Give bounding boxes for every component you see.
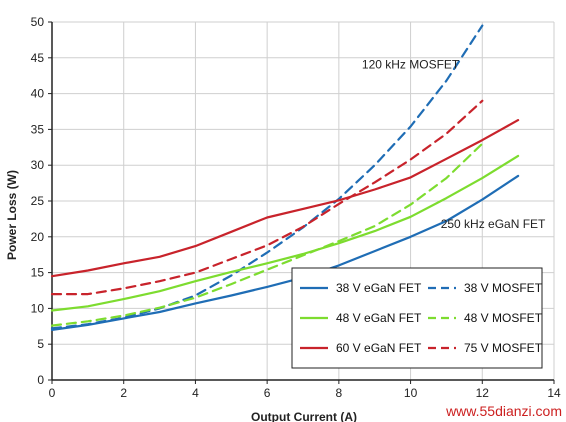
watermark: www.55dianzi.com <box>445 403 562 419</box>
series-line-60-v-egan-fet <box>50 118 520 278</box>
y-tick-label: 50 <box>31 15 45 29</box>
legend-label: 60 V eGaN FET <box>336 341 422 355</box>
series-line-38-v-egan-fet <box>50 174 520 331</box>
y-axis-title: Power Loss (W) <box>5 170 19 260</box>
legend-box <box>291 267 543 369</box>
y-tick-label: 5 <box>37 337 44 351</box>
x-tick-label: 14 <box>547 386 561 400</box>
y-tick-label: 25 <box>31 194 45 208</box>
y-tick-label: 15 <box>31 266 45 280</box>
y-tick-label: 20 <box>31 230 45 244</box>
series-line-38-v-mosfet <box>50 24 484 330</box>
annotation-label: 120 kHz MOSFET <box>362 58 460 72</box>
x-tick-label: 4 <box>192 386 199 400</box>
annotations: 120 kHz MOSFET 250 kHz eGaN FET <box>362 58 546 232</box>
x-tick-label: 8 <box>336 386 343 400</box>
legend-label: 38 V MOSFET <box>464 281 543 295</box>
legend-label: 48 V MOSFET <box>464 311 543 325</box>
x-tick-label: 10 <box>404 386 418 400</box>
series-lines <box>50 24 520 331</box>
series-line-48-v-mosfet <box>50 142 484 327</box>
legend: 38 V eGaN FET 38 V MOSFET 48 V eGaN FET 48 … <box>291 267 543 369</box>
y-tick-label: 35 <box>31 122 45 136</box>
tick-labels: 0 2 4 6 8 10 12 14 0 5 10 15 20 25 30 35 40 45 50 <box>31 15 561 400</box>
y-tick-label: 40 <box>31 87 45 101</box>
x-tick-label: 0 <box>49 386 56 400</box>
series-line-75-v-mosfet <box>50 99 484 296</box>
legend-label: 48 V eGaN FET <box>336 311 422 325</box>
y-tick-label: 30 <box>31 158 45 172</box>
y-tick-label: 10 <box>31 301 45 315</box>
x-axis-title: Output Current (A) <box>251 410 357 422</box>
x-tick-label: 12 <box>476 386 490 400</box>
annotation-label: 250 kHz eGaN FET <box>441 217 546 231</box>
grid <box>52 21 555 380</box>
x-tick-label: 6 <box>264 386 271 400</box>
series-line-48-v-egan-fet <box>50 154 520 312</box>
y-tick-label: 0 <box>37 373 44 387</box>
legend-label: 38 V eGaN FET <box>336 281 422 295</box>
x-tick-label: 2 <box>120 386 127 400</box>
y-tick-label: 45 <box>31 51 45 65</box>
legend-label: 75 V MOSFET <box>464 341 543 355</box>
